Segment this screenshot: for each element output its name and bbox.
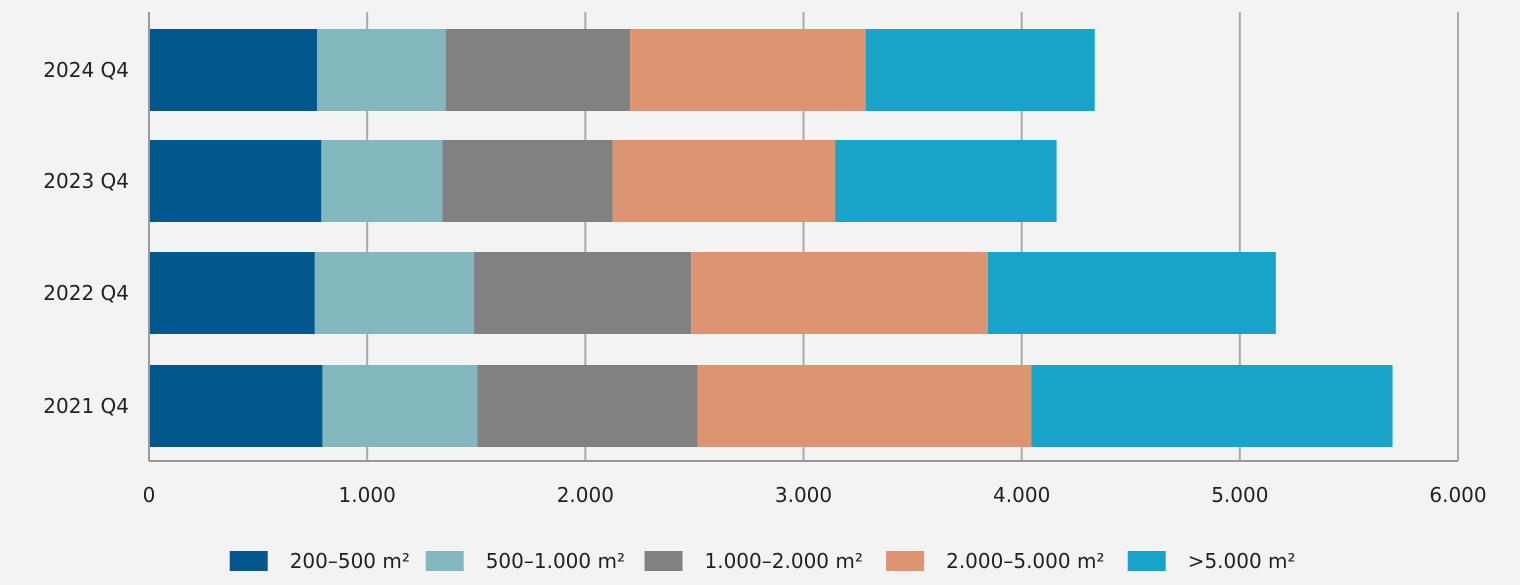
legend-swatch xyxy=(425,551,464,571)
legend-item: 200–500 m² xyxy=(229,549,410,573)
legend-item: 1.000–2.000 m² xyxy=(644,549,863,573)
legend-label: 500–1.000 m² xyxy=(486,549,625,573)
bar-segment xyxy=(314,252,475,334)
x-tick-label: 1.000 xyxy=(339,483,396,507)
legend-label: >5.000 m² xyxy=(1188,549,1296,573)
bar-segment xyxy=(477,365,698,447)
bar-segment xyxy=(1031,365,1393,447)
bar-segment xyxy=(474,252,692,334)
legend-item: >5.000 m² xyxy=(1127,549,1296,573)
legend-label: 200–500 m² xyxy=(290,549,410,573)
legend-label: 1.000–2.000 m² xyxy=(705,549,863,573)
category-label: 2024 Q4 xyxy=(43,58,129,82)
bar-segment xyxy=(442,140,613,222)
legend-label: 2.000–5.000 m² xyxy=(946,549,1104,573)
bar-segment xyxy=(612,140,836,222)
bar-segment xyxy=(149,140,322,222)
legend-swatch xyxy=(229,551,268,571)
category-label: 2021 Q4 xyxy=(43,394,129,418)
legend-swatch xyxy=(644,551,683,571)
x-tick-label: 0 xyxy=(143,483,156,507)
bar-segment xyxy=(149,252,315,334)
legend-item: 2.000–5.000 m² xyxy=(886,549,1104,573)
bars-layer xyxy=(149,29,1393,447)
legend-swatch xyxy=(1127,551,1166,571)
bar-segment xyxy=(697,365,1032,447)
bar-segment xyxy=(316,29,446,111)
bar-segment xyxy=(322,365,478,447)
x-tick-label: 3.000 xyxy=(775,483,832,507)
x-tick-label: 5.000 xyxy=(1211,483,1268,507)
bar-segment xyxy=(149,29,317,111)
legend-item: 500–1.000 m² xyxy=(425,549,625,573)
x-tick-label: 2.000 xyxy=(557,483,614,507)
bar-segment xyxy=(149,365,323,447)
bar-segment xyxy=(865,29,1095,111)
category-label: 2022 Q4 xyxy=(43,281,129,305)
legend-swatch xyxy=(886,551,925,571)
bar-segment xyxy=(630,29,866,111)
x-tick-label: 4.000 xyxy=(993,483,1050,507)
axis-layer: 0 1.000 2.000 3.000 4.000 5.000 6.000 2024 Q4 20… xyxy=(43,12,1487,507)
bar-segment xyxy=(835,140,1057,222)
bar-segment xyxy=(445,29,631,111)
bar-segment xyxy=(691,252,988,334)
x-tick-label: 6.000 xyxy=(1429,483,1486,507)
category-label: 2023 Q4 xyxy=(43,169,129,193)
bar-segment xyxy=(321,140,443,222)
legend: 200–500 m² 500–1.000 m² 1.000–2.000 m² 2.00… xyxy=(229,549,1296,573)
bar-segment xyxy=(987,252,1276,334)
